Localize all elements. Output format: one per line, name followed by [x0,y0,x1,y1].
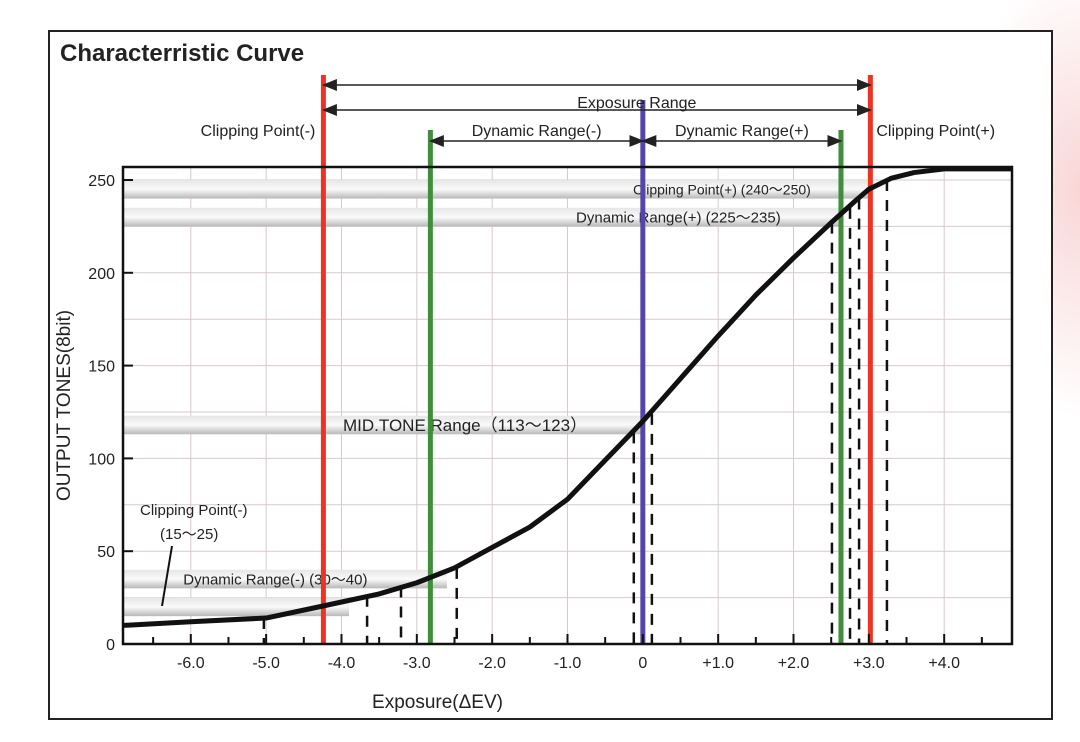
band-label: Dynamic Range(+) (225～235) [576,210,781,227]
tone-band [123,207,839,227]
x-tick-label: -3.0 [403,655,431,672]
x-tick-label: +2.0 [778,655,810,672]
clipping-point-minus-band-label: Clipping Point(-) [140,502,248,519]
tone-band [123,179,869,199]
clipping-point-minus-band-range: (15～25) [160,526,218,543]
x-tick-label: -1.0 [554,655,582,672]
band-label: Dynamic Range(-) (30～40) [183,571,367,588]
y-tick-label: 50 [97,544,115,561]
tone-band [123,415,643,435]
clipping-point-minus-label: Clipping Point(-) [201,123,316,140]
exposure-range-label: Exposure Range [577,95,696,112]
x-tick-label: -2.0 [478,655,506,672]
dynamic-range-minus-label: Dynamic Range(-) [472,123,602,140]
x-tick-label: -6.0 [177,655,205,672]
y-axis-label: OUTPUT TONES(8bit) [54,310,75,501]
chart-title: Characterristic Curve [60,40,305,67]
band-label: Clipping Point(+) (240～250) [633,181,811,197]
band-label: MID.TONE Range（113～123） [343,416,587,435]
x-axis-label: Exposure(ΔEV) [372,692,503,713]
tone-band [123,569,447,589]
x-tick-label: +1.0 [702,655,734,672]
dynamic-range-plus-label: Dynamic Range(+) [675,123,809,140]
x-tick-label: -4.0 [328,655,356,672]
x-tick-label: +4.0 [928,655,960,672]
y-tick-label: 150 [88,359,115,376]
y-tick-label: 200 [88,266,115,283]
x-tick-label: -5.0 [252,655,280,672]
y-tick-label: 0 [106,637,115,654]
x-tick-label: 0 [638,655,647,672]
characteristic-curve [122,166,1012,628]
y-tick-label: 250 [88,173,115,190]
leader-line [161,545,173,607]
x-tick-label: +3.0 [853,655,885,672]
y-tick-label: 100 [88,451,115,468]
clipping-point-plus-label: Clipping Point(+) [876,123,995,140]
